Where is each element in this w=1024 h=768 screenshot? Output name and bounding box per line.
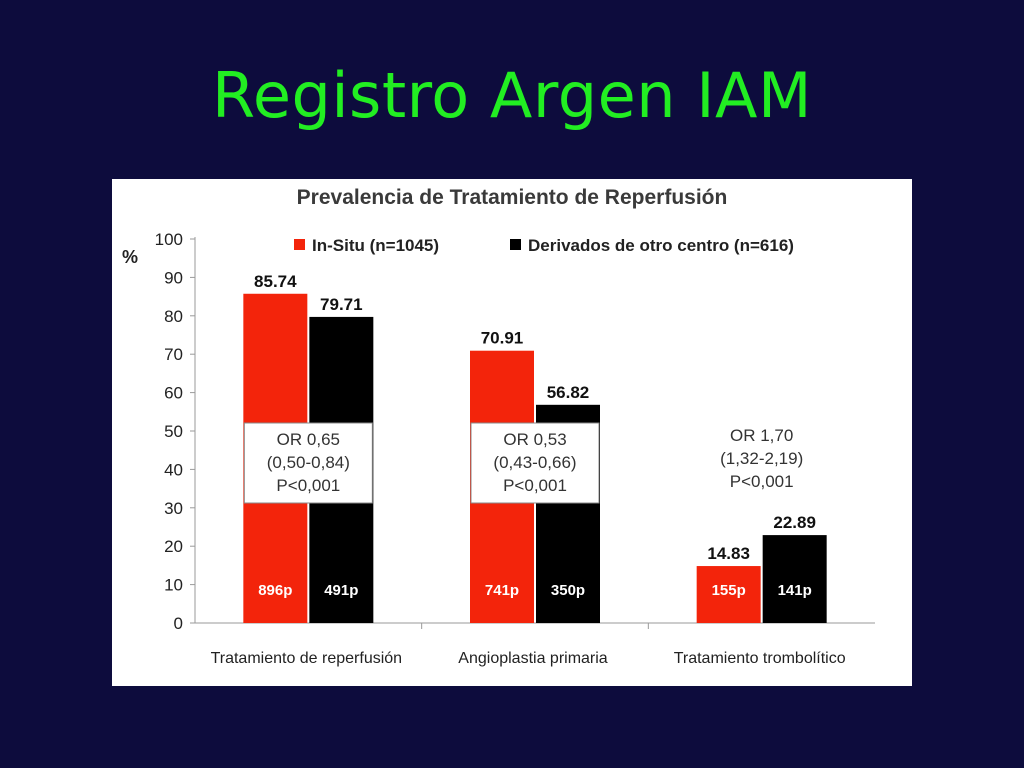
- y-tick-label: 90: [164, 268, 183, 287]
- bar: [696, 566, 761, 623]
- count-label: 896p: [258, 582, 292, 599]
- data-label: 85.74: [254, 272, 297, 291]
- legend-label-derivados: Derivados de otro centro (n=616): [528, 236, 794, 255]
- annotation-text: (0,50-0,84): [267, 453, 350, 472]
- y-tick-label: 10: [164, 576, 183, 595]
- count-label: 141p: [778, 582, 812, 599]
- count-label: 350p: [551, 582, 585, 599]
- y-tick-label: 30: [164, 499, 183, 518]
- annotation-text: OR 0,53: [503, 430, 566, 449]
- y-tick-label: 40: [164, 460, 183, 479]
- bar: [762, 535, 827, 623]
- legend-label-in-situ: In-Situ (n=1045): [312, 236, 439, 255]
- annotation-text: OR 0,65: [277, 430, 340, 449]
- y-tick-label: 80: [164, 307, 183, 326]
- data-label: 14.83: [707, 544, 750, 563]
- x-tick-label: Tratamiento de reperfusión: [211, 650, 403, 667]
- annotation-text: (0,43-0,66): [493, 453, 576, 472]
- annotation-text: (1,32-2,19): [720, 449, 803, 468]
- chart-panel: Prevalencia de Tratamiento de Reperfusió…: [112, 179, 912, 686]
- y-tick-label: 50: [164, 422, 183, 441]
- data-label: 70.91: [481, 329, 524, 348]
- annotation-text: OR 1,70: [730, 426, 793, 445]
- y-tick-label: 0: [174, 614, 183, 633]
- annotation-text: P<0,001: [276, 476, 340, 495]
- data-label: 79.71: [320, 295, 363, 314]
- legend-swatch-in-situ: [294, 239, 305, 250]
- count-label: 155p: [712, 582, 746, 599]
- annotation-text: P<0,001: [730, 472, 794, 491]
- x-tick-label: Angioplastia primaria: [458, 650, 608, 667]
- y-axis-label: %: [122, 247, 138, 267]
- annotation-box: [470, 422, 600, 504]
- x-tick-label: Tratamiento trombolítico: [674, 650, 846, 667]
- y-tick-label: 60: [164, 384, 183, 403]
- chart-title: Prevalencia de Tratamiento de Reperfusió…: [297, 186, 728, 209]
- y-tick-label: 70: [164, 345, 183, 364]
- count-label: 491p: [324, 582, 358, 599]
- slide-title: Registro Argen IAM: [212, 59, 812, 132]
- annotation-box: [243, 422, 373, 504]
- y-tick-label: 100: [155, 230, 183, 249]
- bar-chart: Prevalencia de Tratamiento de Reperfusió…: [122, 186, 875, 667]
- y-tick-label: 20: [164, 537, 183, 556]
- data-label: 56.82: [547, 383, 590, 402]
- plot-area: 0 10 20 30 40 50 60 70 80 90 100 Tratamiento de rep…: [155, 230, 875, 667]
- data-label: 22.89: [773, 513, 816, 532]
- count-label: 741p: [485, 582, 519, 599]
- legend-swatch-derivados: [510, 239, 521, 250]
- annotation-text: P<0,001: [503, 476, 567, 495]
- legend: In-Situ (n=1045) Derivados de otro centr…: [294, 236, 794, 255]
